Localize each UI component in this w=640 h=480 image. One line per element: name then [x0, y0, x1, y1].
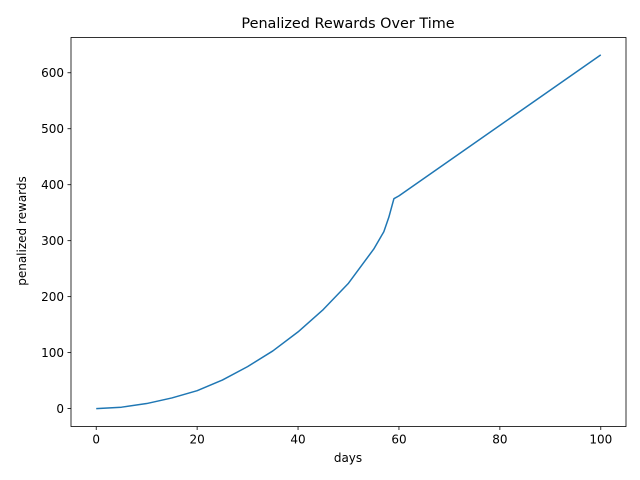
x-axis-label: days — [334, 451, 362, 465]
y-tick-label: 500 — [41, 122, 64, 136]
chart-title: Penalized Rewards Over Time — [241, 16, 454, 32]
y-tick-label: 0 — [56, 402, 64, 416]
y-tick-label: 100 — [41, 346, 64, 360]
x-axis: 0 20 40 60 80 100 — [92, 426, 612, 447]
plot-area — [96, 54, 602, 410]
x-tick-label: 0 — [92, 433, 100, 447]
series-line-0 — [96, 54, 602, 410]
x-tick-label: 40 — [290, 433, 305, 447]
x-tick-label: 60 — [391, 433, 406, 447]
plot-frame — [70, 37, 627, 427]
y-tick-label: 400 — [41, 178, 64, 192]
y-tick-label: 300 — [41, 234, 64, 248]
y-axis-label: penalized rewards — [15, 176, 29, 286]
x-tick-label: 80 — [492, 433, 507, 447]
x-tick-label: 100 — [589, 433, 612, 447]
y-tick-label: 600 — [41, 66, 64, 80]
x-tick-label: 20 — [189, 433, 204, 447]
y-tick-label: 200 — [41, 290, 64, 304]
y-axis: 0 100 200 300 400 500 600 — [41, 66, 71, 416]
